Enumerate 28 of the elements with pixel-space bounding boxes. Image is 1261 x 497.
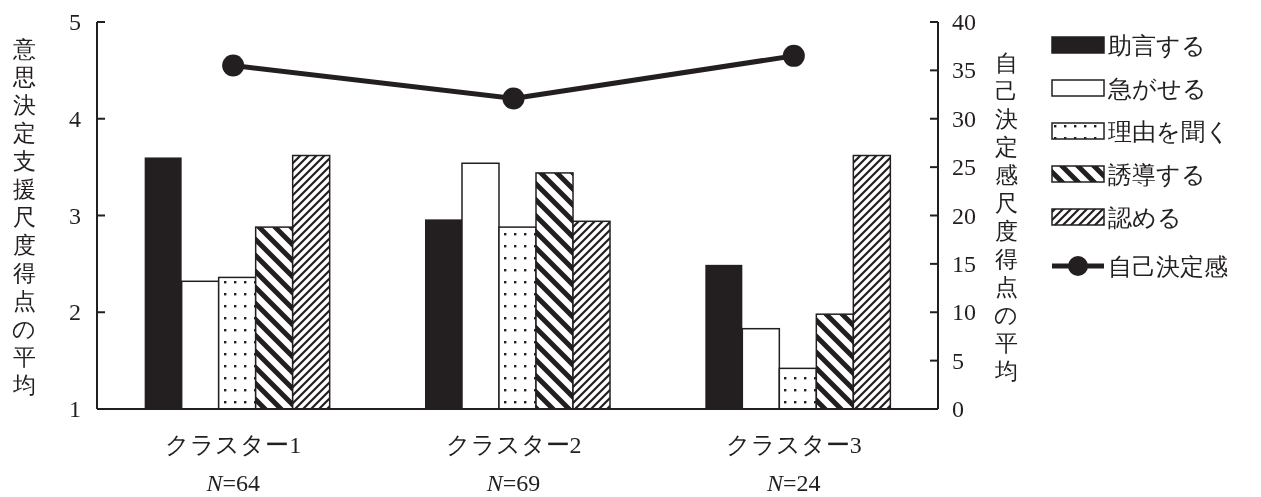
text: 意思決定支援尺度得点の平均 (12, 36, 36, 398)
y2-tick-label: 5 (952, 347, 964, 374)
point (782, 44, 805, 67)
point (222, 54, 245, 77)
point (502, 87, 525, 110)
y-tick-label: 3 (69, 202, 81, 229)
y-tick-label: 2 (69, 299, 81, 326)
y2-tick-label: 25 (952, 154, 976, 181)
x-tick-label: クラスター3 N=24 (725, 432, 862, 496)
legend-label: 助言する (1108, 33, 1206, 59)
y2-tick-label: 40 (952, 9, 976, 35)
legend-label: 急がせる (1107, 76, 1207, 102)
x-tick-label: クラスター1 N=64 (165, 432, 302, 496)
legend-label: 自己決定感 (1108, 254, 1228, 280)
text: 自己決定感尺度得点の平均 (994, 50, 1018, 384)
y-tick-label: 5 (69, 9, 81, 35)
legend-label: 誘導する (1108, 162, 1206, 188)
y2-tick-label: 20 (952, 202, 976, 229)
legend-label: 理由を聞く (1108, 119, 1230, 145)
y2-tick-label: 35 (952, 57, 976, 84)
y2-tick-label: 10 (952, 299, 976, 326)
y2-tick-label: 15 (952, 250, 976, 277)
y2-tick-label: 0 (952, 396, 964, 422)
y-tick-label: 4 (69, 105, 81, 132)
x-tick-label: クラスター2 N=69 (445, 432, 582, 496)
y-tick-label: 1 (69, 396, 81, 422)
y2-tick-label: 30 (952, 105, 976, 132)
legend-label: 認める (1108, 205, 1182, 231)
